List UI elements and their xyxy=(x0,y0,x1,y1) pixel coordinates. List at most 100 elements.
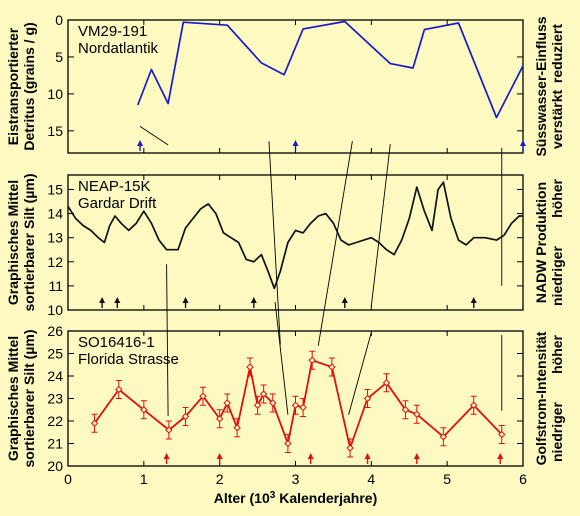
data-point xyxy=(284,439,292,448)
date-marker-arrow xyxy=(250,297,257,303)
side-label-main: NADW Produktion xyxy=(533,182,549,303)
date-marker-arrow xyxy=(470,297,477,303)
side-label-3: Golfstrom-Intensität höher niedriger xyxy=(533,331,565,465)
data-point xyxy=(439,433,448,441)
data-point xyxy=(199,392,207,400)
correlation-line xyxy=(268,141,281,345)
x-tick-label: 1 xyxy=(140,471,148,487)
y-axis-title-1: Eistransportierter Detritus (grains / g) xyxy=(5,22,37,150)
data-point xyxy=(291,401,300,409)
data-point xyxy=(346,444,354,452)
x-tick-label: 4 xyxy=(367,471,375,487)
correlation-line xyxy=(274,301,289,415)
y-axis-title-3: Graphisches Mittel sortierbarer Silt (µm) xyxy=(5,330,37,468)
data-point xyxy=(115,385,123,394)
x-tick-label: 3 xyxy=(292,471,300,487)
date-marker-arrow xyxy=(216,453,223,459)
y-axis-title-line1: Graphisches Mittel xyxy=(5,180,21,305)
data-point xyxy=(363,394,372,403)
panel-subtitle-1: Nordatlantik xyxy=(78,40,159,57)
data-point xyxy=(246,363,254,371)
x-axis-title: Alter (103 Kalenderjahre) xyxy=(214,490,378,506)
y-tick-label: 23 xyxy=(47,391,63,407)
side-label-top: reduziert xyxy=(549,24,565,83)
date-marker-arrow xyxy=(137,140,144,146)
data-point xyxy=(215,415,224,423)
y-tick-label: 10 xyxy=(47,86,63,102)
date-marker-arrow xyxy=(307,453,314,459)
x-tick-label: 0 xyxy=(64,471,72,487)
y-axis-title-2: Graphisches Mittel sortierbarer Silt (µm) xyxy=(5,174,37,312)
correlation-line xyxy=(370,144,391,307)
y-tick-label: 25 xyxy=(47,346,63,362)
x-tick-label: 6 xyxy=(519,471,527,487)
series-line-3 xyxy=(93,359,503,449)
side-label-bottom: niedriger xyxy=(549,402,565,462)
y-axis-title-line2: sortierbarer Silt (µm) xyxy=(21,174,37,312)
correlation-line xyxy=(166,264,169,417)
date-marker-arrow xyxy=(520,140,526,146)
date-marker-arrow xyxy=(341,297,348,303)
y-axis-title-line2: Detritus (grains / g) xyxy=(21,22,37,150)
y-tick-label: 22 xyxy=(47,413,63,429)
y-tick-label: 13 xyxy=(47,230,63,246)
y-tick-label: 15 xyxy=(47,181,63,197)
panel-title-2: NEAP-15K xyxy=(78,178,151,195)
data-point xyxy=(308,356,316,364)
y-tick-label: 10 xyxy=(47,302,63,318)
date-marker-arrow xyxy=(413,453,420,459)
data-point xyxy=(299,403,307,412)
data-point xyxy=(401,406,410,414)
data-point xyxy=(223,399,231,407)
data-point xyxy=(498,430,506,439)
side-label-top: höher xyxy=(549,178,565,217)
panel-title-3: SO16416-1 xyxy=(78,334,155,351)
y-tick-label: 11 xyxy=(48,278,63,294)
data-point xyxy=(328,363,336,371)
data-point xyxy=(90,419,99,427)
data-point xyxy=(233,424,241,432)
y-axis-title-line1: Eistransportierter xyxy=(5,27,21,145)
y-tick-label: 12 xyxy=(47,254,63,270)
data-point xyxy=(259,390,268,398)
y-axis-title-line2: sortierbarer Silt (µm) xyxy=(21,330,37,468)
side-label-bottom: niedriger xyxy=(549,246,565,306)
date-marker-arrow xyxy=(163,453,170,459)
side-label-bottom: verstärkt xyxy=(549,90,565,149)
series-line-2 xyxy=(67,181,523,290)
correlation-line xyxy=(317,141,353,346)
y-tick-label: 5 xyxy=(55,49,63,65)
y-axis-title-line1: Graphisches Mittel xyxy=(5,336,21,461)
date-marker-arrow xyxy=(99,297,106,303)
side-label-top: höher xyxy=(549,334,565,373)
correlation-line xyxy=(348,332,372,415)
panel-title-1: VM29-191 xyxy=(78,23,147,40)
data-point xyxy=(165,426,173,434)
y-tick-label: 21 xyxy=(47,436,63,452)
x-tick-label: 2 xyxy=(216,471,224,487)
correlation-line xyxy=(139,126,169,146)
data-point xyxy=(269,399,277,407)
side-label-2: NADW Produktion höher niedriger xyxy=(533,178,565,306)
side-label-main: Süsswasser-Einfluss xyxy=(533,16,549,156)
date-marker-arrow xyxy=(114,297,121,303)
x-tick-label: 5 xyxy=(443,471,451,487)
panel-subtitle-3: Florida Strasse xyxy=(78,351,179,368)
date-marker-arrow xyxy=(364,453,371,459)
panel-subtitle-2: Gardar Drift xyxy=(78,195,157,212)
y-tick-label: 20 xyxy=(47,458,63,474)
series-line-1 xyxy=(137,20,524,119)
date-marker-arrow xyxy=(182,297,189,303)
data-point xyxy=(181,412,190,421)
date-marker-arrow xyxy=(292,140,299,146)
data-point xyxy=(470,401,478,409)
data-point xyxy=(382,379,391,387)
data-point xyxy=(140,406,148,414)
side-label-1: Süsswasser-Einfluss reduziert verstärkt xyxy=(533,16,565,156)
y-tick-label: 24 xyxy=(47,368,63,384)
data-point xyxy=(413,410,421,418)
y-tick-label: 0 xyxy=(55,12,63,28)
y-tick-label: 26 xyxy=(47,323,63,339)
y-tick-label: 15 xyxy=(47,123,63,139)
